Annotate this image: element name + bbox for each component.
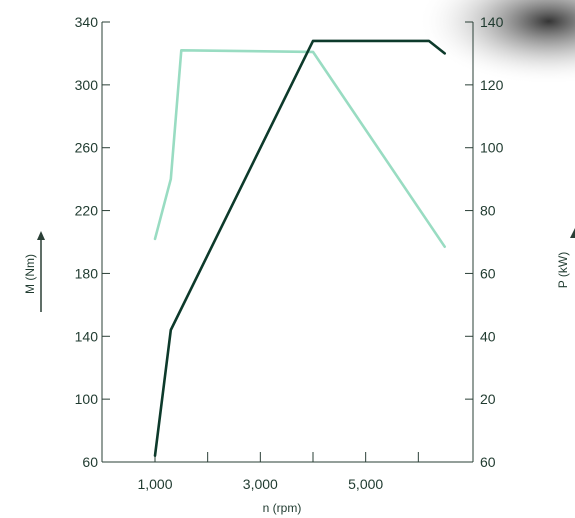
x-axis-title: n (rpm) bbox=[263, 501, 302, 515]
y-right-axis-title: P (kW) bbox=[556, 252, 570, 288]
y-left-axis-title: M (Nm) bbox=[23, 254, 37, 294]
power-line bbox=[153, 39, 447, 458]
y-right-tick-label: 140 bbox=[480, 14, 504, 30]
x-tick-label: 5,000 bbox=[348, 476, 383, 492]
y-right-tick-label: 120 bbox=[480, 77, 504, 93]
y-left-tick-label: 300 bbox=[75, 77, 99, 93]
y-right-tick-label: 80 bbox=[480, 203, 496, 219]
y-left-axis-arrow-icon bbox=[37, 231, 45, 240]
y-right-tick-label: 40 bbox=[480, 328, 496, 344]
y-right-axis-title-group: P (kW) bbox=[556, 228, 575, 288]
y-right-axis-arrow-icon bbox=[570, 228, 575, 238]
y-left-tick-label: 260 bbox=[75, 140, 99, 156]
x-tick-label: 1,000 bbox=[137, 476, 172, 492]
y-left-tick-label: 220 bbox=[75, 203, 99, 219]
y-right-tick-label: 20 bbox=[480, 391, 496, 407]
y-left-tick-label: 180 bbox=[75, 265, 99, 281]
y-left-axis-title-group: M (Nm) bbox=[23, 231, 45, 312]
y-right-tick-label: 60 bbox=[480, 454, 496, 470]
y-left-tick-label: 340 bbox=[75, 14, 99, 30]
y-right-tick-label: 60 bbox=[480, 265, 496, 281]
y-right-tick-label: 100 bbox=[480, 140, 504, 156]
torque-line bbox=[153, 48, 447, 248]
y-left-tick-label: 60 bbox=[82, 454, 98, 470]
x-tick-label: 3,000 bbox=[243, 476, 278, 492]
y-left-tick-label: 140 bbox=[75, 328, 99, 344]
y-left-tick-label: 100 bbox=[75, 391, 99, 407]
